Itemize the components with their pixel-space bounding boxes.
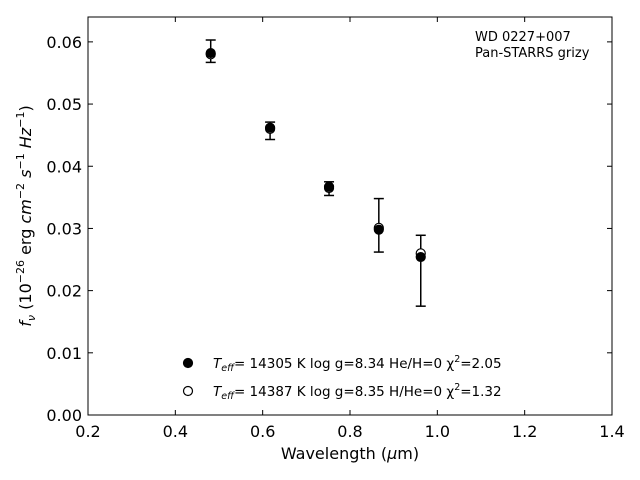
y-tick-label: 0.00 bbox=[46, 406, 82, 425]
x-tick-label: 1.0 bbox=[425, 422, 450, 441]
legend-marker-open bbox=[182, 385, 194, 397]
model-point-filled bbox=[205, 47, 216, 59]
plot-background bbox=[88, 17, 612, 415]
annotation-line1: WD 0227+007 bbox=[475, 30, 571, 45]
model-point-filled bbox=[323, 181, 335, 192]
model-point-filled bbox=[373, 224, 384, 235]
x-tick-label: 1.4 bbox=[599, 422, 624, 441]
legend-marker-filled bbox=[182, 357, 194, 369]
y-tick-label: 0.06 bbox=[46, 33, 82, 52]
y-tick-label: 0.05 bbox=[46, 95, 82, 114]
x-tick-label: 0.8 bbox=[337, 422, 362, 441]
y-tick-label: 0.03 bbox=[46, 219, 82, 238]
axis-ticks: 0.2 0.4 0.6 0.8 1.0 1.2 1.4 0.00 0.01 0.02 0.03 0.0… bbox=[46, 17, 625, 441]
y-tick-label: 0.01 bbox=[46, 344, 82, 363]
y-tick-label: 0.02 bbox=[46, 282, 82, 301]
data-points bbox=[205, 47, 426, 263]
x-tick-label: 0.6 bbox=[250, 422, 275, 441]
x-axis-label: Wavelength (μm) bbox=[281, 444, 419, 463]
legend: Teff= 14305 K log g=8.34 He/H=0 χ2=2.05 … bbox=[182, 354, 502, 402]
model-point-filled bbox=[264, 122, 276, 133]
annotation-line2: Pan-STARRS grizy bbox=[475, 46, 590, 61]
plot-frame bbox=[87, 16, 613, 416]
y-tick-label: 0.04 bbox=[46, 157, 82, 176]
legend-entry-filled: Teff= 14305 K log g=8.34 He/H=0 χ2=2.05 bbox=[213, 354, 502, 374]
x-tick-label: 0.4 bbox=[163, 422, 188, 441]
x-tick-label: 0.2 bbox=[75, 422, 100, 441]
y-axis-label: fν (10−26 erg cm−2 s−1 Hz−1) bbox=[14, 105, 38, 326]
model-point-filled bbox=[415, 251, 426, 263]
legend-entry-open: Teff= 14387 K log g=8.35 H/He=0 χ2=1.32 bbox=[213, 382, 502, 402]
x-tick-label: 1.2 bbox=[512, 422, 537, 441]
